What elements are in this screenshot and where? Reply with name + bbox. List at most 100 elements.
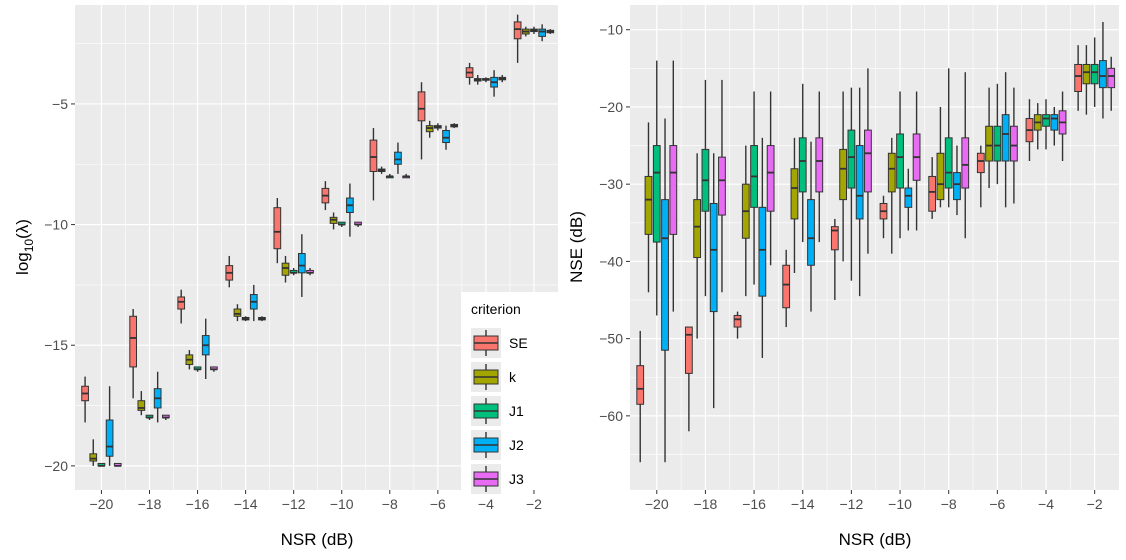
- lambda-chart: −20 −18 −16 −14 −12 −10 −8 −6 −4 −2 −20 −15 −10 −5 N…: [13, 5, 558, 549]
- box-J2-xminus-8: [953, 145, 961, 216]
- box-body: [855, 145, 864, 220]
- box-body: [815, 137, 824, 193]
- box-J3-xminus-2: [546, 29, 555, 34]
- box-k-xminus-14: [233, 304, 242, 322]
- box-J3-xminus-20: [113, 462, 122, 467]
- box-body: [1099, 60, 1107, 89]
- box-J2-xminus-20: [661, 118, 669, 463]
- box-k-xminus-2: [521, 26, 530, 37]
- box-body: [807, 199, 815, 266]
- box-body: [513, 21, 522, 40]
- legend-item-J2: J2: [471, 430, 524, 460]
- box-J1-xminus-16: [750, 91, 758, 285]
- box-J3-xminus-12: [864, 68, 872, 254]
- box-k-xminus-8: [936, 106, 945, 208]
- box-J2-xminus-18: [153, 371, 162, 423]
- box-J3-xminus-18: [161, 414, 170, 421]
- x-tick-label-minus-14: −14: [791, 496, 815, 512]
- x-tick-label-minus-2: −2: [1087, 496, 1103, 512]
- box-SE-xminus-8: [369, 128, 378, 201]
- box-body: [644, 175, 653, 235]
- box-J1-xminus-4: [1042, 99, 1050, 150]
- box-k-xminus-4: [1033, 103, 1042, 150]
- box-J3-xminus-6: [450, 123, 459, 129]
- lambda-y-axis-title-suffix: (λ): [13, 219, 32, 239]
- box-body: [281, 262, 290, 276]
- box-body: [864, 129, 872, 193]
- box-body: [904, 187, 913, 208]
- box-J2-xminus-6: [442, 125, 450, 150]
- box-SE-xminus-12: [273, 198, 282, 264]
- y-tick-label-minus-60: −60: [599, 408, 623, 424]
- nse-y-axis-title: NSE (dB): [567, 211, 586, 283]
- legend-item-J3: J3: [471, 464, 524, 494]
- box-body: [1010, 125, 1018, 162]
- y-tick-label-minus-5: −5: [52, 96, 68, 112]
- box-J1-xminus-18: [701, 79, 710, 297]
- x-tick-label-minus-12: −12: [282, 496, 306, 512]
- x-tick-label-minus-12: −12: [840, 496, 864, 512]
- box-SE-xminus-6: [417, 82, 426, 160]
- box-body: [847, 129, 856, 189]
- box-body: [273, 207, 282, 250]
- criterion-legend: criterion SE k J1 J2 J3: [461, 292, 558, 494]
- box-J1-xminus-20: [97, 462, 106, 467]
- y-tick-label-minus-10: −10: [599, 22, 623, 38]
- x-tick-label-minus-8: −8: [941, 496, 957, 512]
- box-body: [105, 419, 114, 457]
- box-J1-xminus-10: [337, 221, 346, 227]
- box-J1-xminus-18: [145, 414, 154, 421]
- box-J2-xminus-4: [1050, 106, 1059, 146]
- box-body: [233, 308, 242, 317]
- box-J2-xminus-16: [201, 318, 210, 380]
- box-J3-xminus-8: [402, 173, 410, 179]
- x-tick-label-minus-14: −14: [234, 496, 258, 512]
- box-body: [993, 125, 1002, 162]
- box-body: [1042, 114, 1050, 127]
- box-k-xminus-12: [839, 91, 848, 262]
- box-k-xminus-12: [281, 255, 290, 283]
- x-tick-label-minus-20: −20: [645, 496, 669, 512]
- box-J2-xminus-10: [904, 168, 913, 231]
- box-body: [709, 202, 718, 313]
- box-J1-xminus-16: [193, 366, 202, 372]
- x-tick-label-minus-2: −2: [526, 496, 542, 512]
- box-J3-xminus-16: [766, 91, 775, 266]
- box-SE-xminus-6: [976, 145, 985, 208]
- nse-x-axis-title: NSR (dB): [839, 530, 912, 549]
- box-body: [896, 133, 904, 189]
- box-body: [733, 314, 742, 328]
- x-tick-label-minus-16: −16: [186, 496, 210, 512]
- box-J1-xminus-12: [847, 87, 856, 281]
- box-k-xminus-10: [329, 212, 338, 230]
- legend-item-J1: J1: [471, 396, 524, 426]
- legend-label: J1: [509, 403, 524, 419]
- box-SE-xminus-10: [321, 181, 330, 211]
- legend-label: k: [509, 369, 517, 385]
- box-J2-xminus-14: [807, 141, 815, 312]
- box-SE-xminus-12: [830, 218, 839, 301]
- box-J2-xminus-10: [346, 183, 354, 237]
- y-tick-label-minus-30: −30: [599, 176, 623, 192]
- box-k-xminus-20: [644, 122, 653, 293]
- y-tick-label-minus-50: −50: [599, 331, 623, 347]
- x-tick-label-minus-18: −18: [694, 496, 718, 512]
- x-tick-label-minus-16: −16: [742, 496, 766, 512]
- legend-label: J2: [509, 437, 524, 453]
- lambda-y-axis-title-prefix: log: [13, 252, 32, 275]
- box-J1-xminus-14: [798, 83, 807, 243]
- y-tick-label-minus-10: −10: [44, 217, 68, 233]
- box-J3-xminus-10: [912, 91, 921, 231]
- x-tick-label-minus-20: −20: [90, 496, 114, 512]
- box-k-xminus-16: [741, 145, 750, 297]
- box-J1-xminus-4: [482, 77, 490, 83]
- box-k-xminus-6: [425, 120, 434, 138]
- y-tick-label-minus-20: −20: [44, 458, 68, 474]
- y-tick-label-minus-40: −40: [599, 253, 623, 269]
- box-body: [297, 253, 306, 274]
- box-k-xminus-20: [89, 439, 98, 466]
- box-J2-xminus-6: [1001, 72, 1010, 208]
- box-k-xminus-6: [985, 87, 993, 189]
- box-k-xminus-4: [473, 74, 482, 85]
